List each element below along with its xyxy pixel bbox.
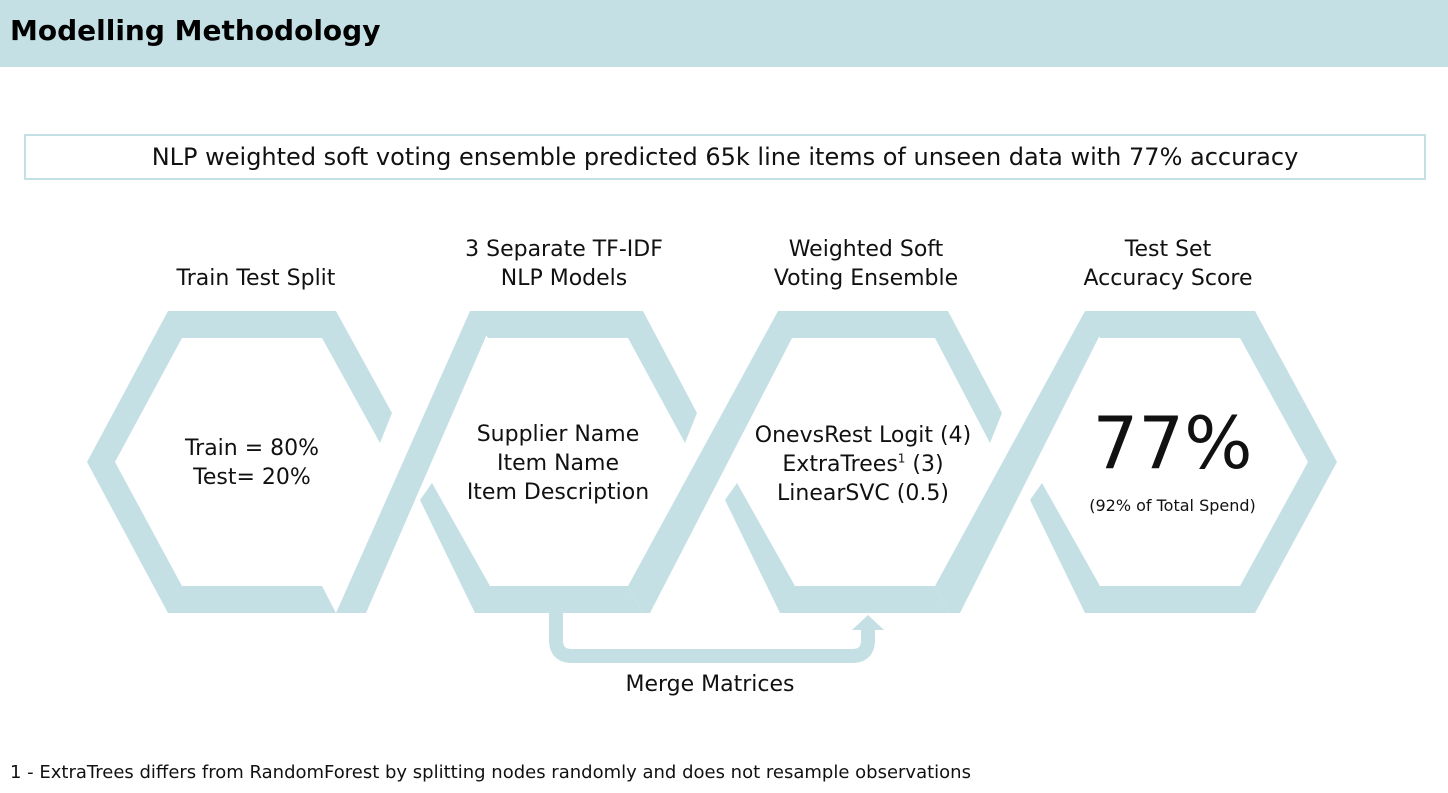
connector-band-1	[336, 311, 497, 613]
hexagon-nlp-models-lower	[420, 483, 642, 613]
step-2-body-line-2: Item Name	[497, 451, 619, 476]
summary-text: NLP weighted soft voting ensemble predic…	[151, 143, 1299, 171]
step-2-title-line-1: 3 Separate TF-IDF	[465, 237, 663, 262]
summary-box: NLP weighted soft voting ensemble predic…	[24, 134, 1426, 180]
footnote-marker: 1	[897, 451, 906, 466]
step-3-title: Weighted Soft Voting Ensemble	[756, 235, 976, 293]
extratrees-label: ExtraTrees	[782, 452, 898, 477]
hexagon-ensemble	[778, 311, 1002, 443]
step-1-title-line: Train Test Split	[176, 266, 336, 291]
step-1-body: Train = 80% Test= 20%	[137, 434, 367, 492]
step-2-body-line-1: Supplier Name	[476, 422, 640, 447]
page-title: Modelling Methodology	[10, 14, 381, 47]
step-1-title: Train Test Split	[146, 264, 366, 293]
step-2-body: Supplier Name Item Name Item Description	[443, 420, 673, 507]
step-2-title: 3 Separate TF-IDF NLP Models	[444, 235, 684, 293]
step-3-body-line-2: ExtraTrees1 (3)	[743, 450, 983, 479]
connector-band-3	[935, 311, 1112, 613]
step-3-body-line-1: OnevsRest Logit (4)	[754, 423, 972, 448]
step-1-body-line-1: Train = 80%	[184, 436, 320, 461]
step-3-title-line-1: Weighted Soft	[788, 237, 944, 262]
merge-label: Merge Matrices	[625, 672, 795, 697]
extratrees-weight: (3)	[905, 452, 944, 477]
merge-arrow-head	[852, 615, 884, 630]
hexagon-ensemble-lower	[725, 483, 950, 613]
accuracy-value: 77%	[1092, 401, 1253, 485]
step-4-title-line-1: Test Set	[1124, 237, 1212, 262]
step-3-body-line-3: LinearSVC (0.5)	[777, 481, 949, 506]
step-3-title-line-2: Voting Ensemble	[773, 266, 959, 291]
footnote: 1 - ExtraTrees differs from RandomForest…	[10, 762, 971, 783]
merge-arrow	[549, 612, 875, 663]
step-2-title-line-2: NLP Models	[500, 266, 628, 291]
accuracy-note: (92% of Total Spend)	[1089, 496, 1256, 515]
step-4-title-line-2: Accuracy Score	[1083, 266, 1253, 291]
header-bar: Modelling Methodology	[0, 0, 1448, 67]
step-4-title: Test Set Accuracy Score	[1058, 235, 1278, 293]
step-1-body-line-2: Test= 20%	[193, 465, 311, 490]
hexagon-nlp-models	[470, 311, 697, 443]
step-3-body: OnevsRest Logit (4) ExtraTrees1 (3) Line…	[743, 421, 983, 508]
step-2-body-line-3: Item Description	[466, 480, 650, 505]
connector-band-2	[628, 311, 806, 613]
